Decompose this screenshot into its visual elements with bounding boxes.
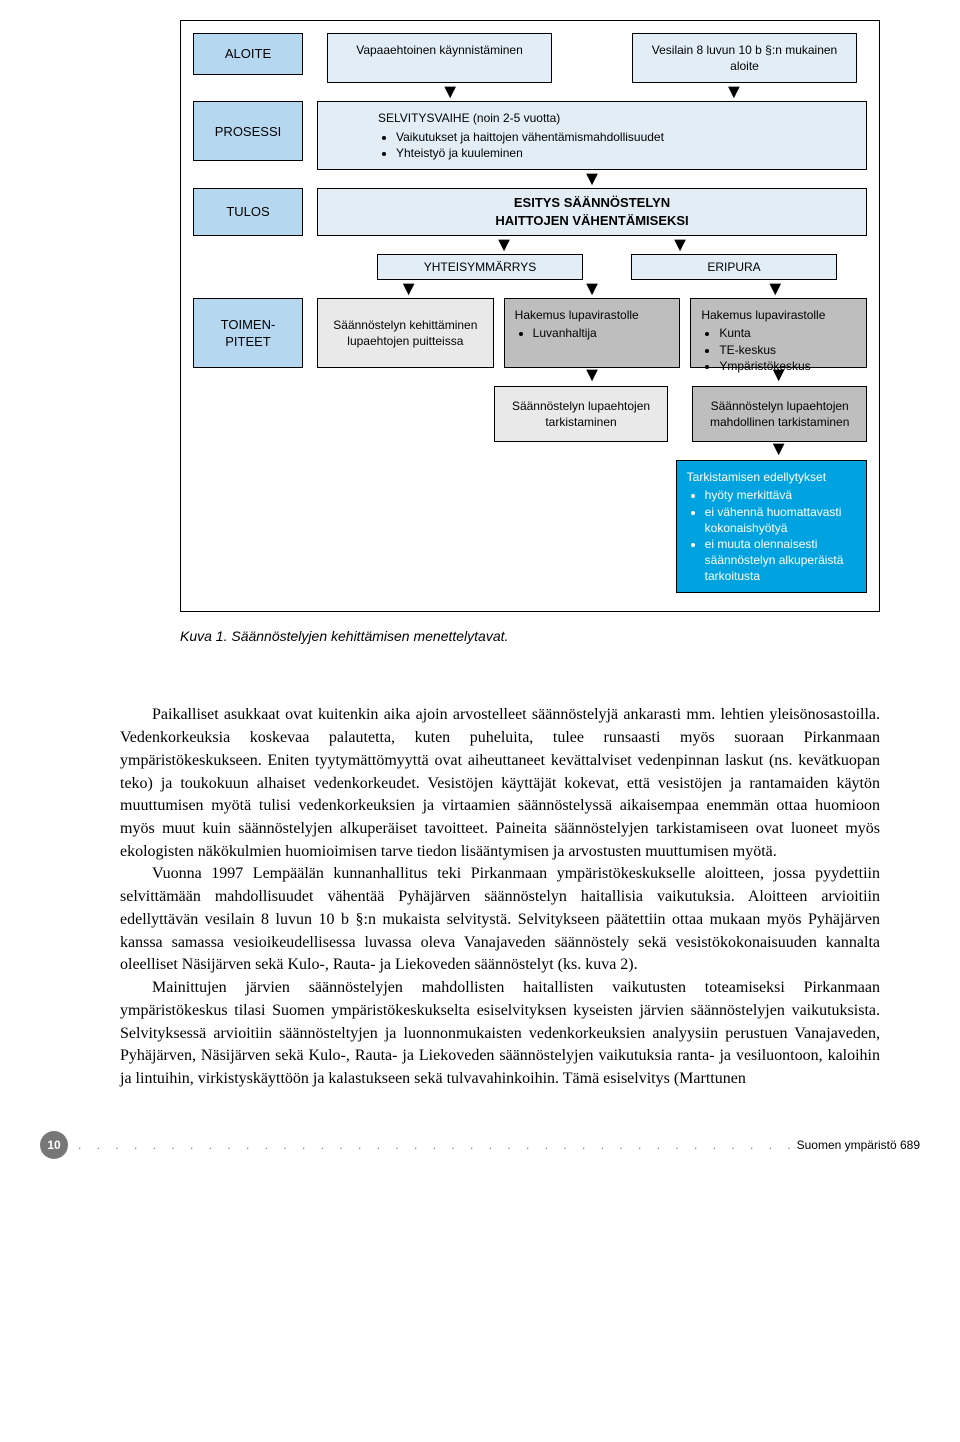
row-prosessi: PROSESSI SELVITYSVAIHE (noin 2-5 vuotta)… [193, 101, 867, 188]
arrow-icon: ▼ [317, 282, 500, 296]
node-hakemus-kunta: Hakemus lupavirastolle Kunta TE-keskus Y… [690, 298, 867, 368]
edel-b2: ei vähennä huomattavasti kokonaishyötyä [705, 504, 856, 536]
node-vesilain: Vesilain 8 luvun 10 b §:n mukainen aloit… [632, 33, 857, 83]
hakemus2-title: Hakemus lupavirastolle [701, 308, 825, 322]
node-kehittaminen: Säännöstelyn kehittäminen lupaehtojen pu… [317, 298, 494, 368]
hakemus1-b1: Luvanhaltija [533, 325, 670, 341]
arrow-icon: ▼ [684, 282, 867, 296]
hakemus2-b1: Kunta [719, 325, 856, 341]
hakemus2-b2: TE-keskus [719, 342, 856, 358]
flowchart: ALOITE Vapaaehtoinen käynnistäminen Vesi… [180, 20, 880, 612]
arrows-row6: ▼ [193, 442, 867, 460]
arrow-icon: ▼ [582, 364, 602, 386]
node-yhteisymmärrys: YHTEISYMMÄRRYS [377, 254, 583, 280]
label-tulos: TULOS [193, 188, 303, 236]
footer-dots: . . . . . . . . . . . . . . . . . . . . … [68, 1138, 797, 1152]
page: ALOITE Vapaaehtoinen käynnistäminen Vesi… [0, 0, 960, 1199]
paragraph-3: Mainittujen järvien säännöstelyjen mahdo… [120, 977, 880, 1091]
arrow-icon: ▼ [494, 238, 514, 252]
edel-b1: hyöty merkittävä [705, 487, 856, 503]
node-hakemus-luvanhaltija: Hakemus lupavirastolle Luvanhaltija [504, 298, 681, 368]
label-toimenpiteet: TOIMEN- PITEET [193, 298, 303, 368]
node-lupaehtojen-tarkistaminen: Säännöstelyn lupaehtojen tarkistaminen [494, 386, 669, 442]
paragraph-1: Paikalliset asukkaat ovat kuitenkin aika… [120, 704, 880, 863]
row-tulos: TULOS ESITYS SÄÄNNÖSTELYN HAITTOJEN VÄHE… [193, 188, 867, 254]
esitys-l1: ESITYS SÄÄNNÖSTELYN [514, 194, 670, 212]
row-aloite: ALOITE Vapaaehtoinen käynnistäminen Vesi… [193, 33, 867, 101]
body-text: Paikalliset asukkaat ovat kuitenkin aika… [120, 704, 880, 1090]
paragraph-2: Vuonna 1997 Lempäälän kunnanhallitus tek… [120, 863, 880, 977]
row-edellytykset: Tarkistamisen edellytykset hyöty merkitt… [193, 460, 867, 593]
arrows-row5: ▼ ▼ [193, 368, 867, 386]
page-number: 10 [40, 1131, 68, 1159]
arrow-icon: ▼ [670, 238, 690, 252]
esitys-l2: HAITTOJEN VÄHENTÄMISEKSI [495, 212, 688, 230]
arrow-icon: ▼ [724, 85, 744, 99]
label-prosessi: PROSESSI [193, 101, 303, 161]
row-branch-headers: YHTEISYMMÄRRYS ERIPURA ▼ ▼ ▼ [193, 254, 867, 298]
node-esitys: ESITYS SÄÄNNÖSTELYN HAITTOJEN VÄHENTÄMIS… [317, 188, 867, 236]
hakemus1-title: Hakemus lupavirastolle [515, 308, 639, 322]
arrow-icon: ▼ [769, 438, 789, 460]
arrow-icon: ▼ [500, 282, 683, 296]
edel-b3: ei muuta olennaisesti säännöstelyn alkup… [705, 536, 856, 585]
arrow-icon: ▼ [769, 364, 789, 386]
node-selvitysvaihe: SELVITYSVAIHE (noin 2-5 vuotta) Vaikutuk… [317, 101, 867, 170]
selvitys-b1: Vaikutukset ja haittojen vähentämismahdo… [396, 129, 856, 145]
node-vapaaehtoinen: Vapaaehtoinen käynnistäminen [327, 33, 552, 83]
edel-title: Tarkistamisen edellytykset [687, 470, 826, 484]
node-mahdollinen-tarkistaminen: Säännöstelyn lupaehtojen mahdollinen tar… [692, 386, 867, 442]
arrow-icon: ▼ [440, 85, 460, 99]
node-edellytykset: Tarkistamisen edellytykset hyöty merkitt… [676, 460, 867, 593]
node-eripura: ERIPURA [631, 254, 837, 280]
label-aloite: ALOITE [193, 33, 303, 75]
publication-name: Suomen ympäristö 689 [797, 1138, 920, 1152]
page-footer: 10 . . . . . . . . . . . . . . . . . . .… [40, 1131, 920, 1159]
selvitys-b2: Yhteistyö ja kuuleminen [396, 145, 856, 161]
row-tarkistaminen: Säännöstelyn lupaehtojen tarkistaminen S… [193, 386, 867, 442]
figure-caption: Kuva 1. Säännöstelyjen kehittämisen mene… [180, 628, 920, 644]
selvitys-title: SELVITYSVAIHE (noin 2-5 vuotta) [378, 111, 560, 125]
row-toimenpiteet: TOIMEN- PITEET Säännöstelyn kehittäminen… [193, 298, 867, 368]
arrow-icon: ▼ [582, 172, 602, 186]
